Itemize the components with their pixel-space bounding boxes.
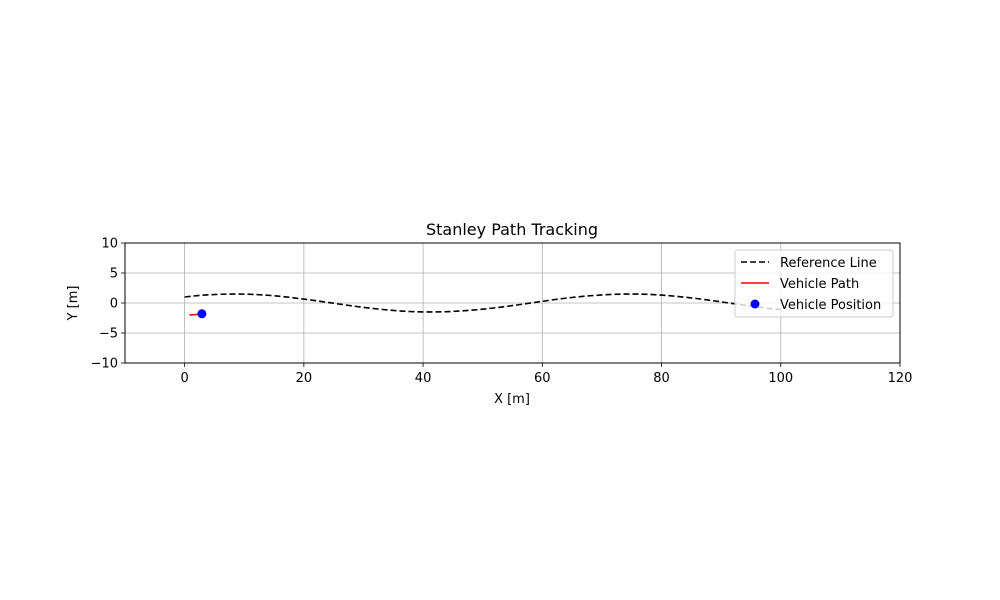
reference-line-line <box>184 293 781 313</box>
x-tick-label: 20 <box>296 371 313 386</box>
legend-marker-vehicle-position <box>750 299 760 309</box>
x-tick-label: 0 <box>180 371 188 386</box>
legend-label-reference: Reference Line <box>780 256 877 271</box>
x-tick-label: 80 <box>653 371 670 386</box>
legend-label-vehicle-path: Vehicle Path <box>780 277 859 292</box>
y-tick-label: −5 <box>99 327 118 342</box>
axis-ticks: 0 20 40 60 80 100 120 −10 −5 0 5 10 <box>91 237 913 387</box>
x-axis-label: X [m] <box>494 392 530 407</box>
y-tick-label: 10 <box>101 237 118 252</box>
y-tick-label: 5 <box>110 267 118 282</box>
x-tick-label: 100 <box>768 371 793 386</box>
x-tick-label: 40 <box>415 371 432 386</box>
y-axis-label: Y [m] <box>66 286 81 322</box>
legend-label-vehicle-position: Vehicle Position <box>780 298 881 313</box>
chart-title: Stanley Path Tracking <box>426 220 598 239</box>
x-tick-label: 60 <box>534 371 551 386</box>
vehicle-position-marker <box>197 309 207 319</box>
plot-area <box>184 293 781 319</box>
y-tick-label: 0 <box>110 297 118 312</box>
legend-box <box>734 249 894 318</box>
y-tick-label: −10 <box>91 357 118 372</box>
legend: Reference Line Vehicle Path Vehicle Posi… <box>734 249 894 318</box>
x-tick-label: 120 <box>888 371 913 386</box>
